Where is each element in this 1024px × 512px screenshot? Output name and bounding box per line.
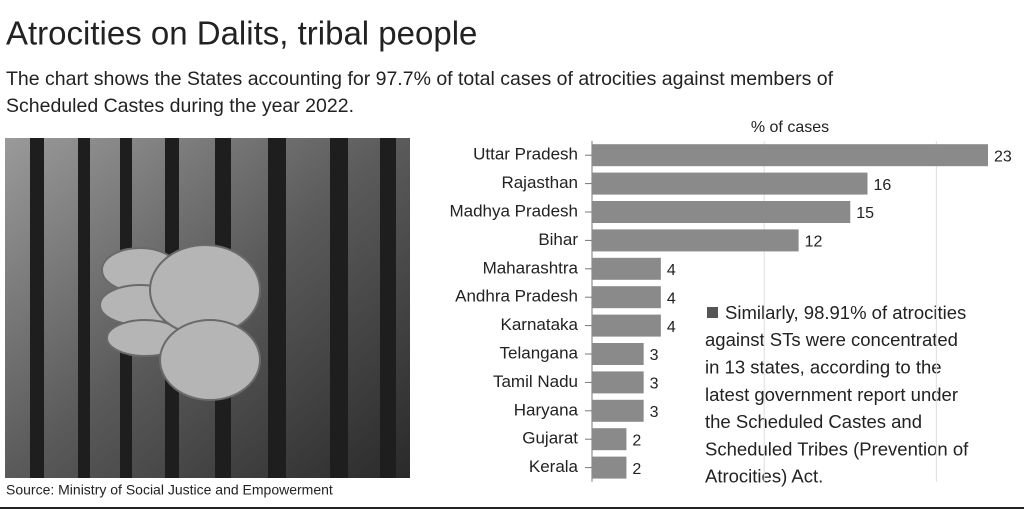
y-tick-label: Telangana bbox=[500, 343, 579, 362]
bar bbox=[592, 229, 799, 252]
y-tick-label: Karnataka bbox=[501, 315, 579, 334]
value-label: 15 bbox=[856, 205, 874, 222]
subtitle-line: Scheduled Castes during the year 2022. bbox=[6, 95, 354, 117]
bar bbox=[592, 371, 644, 394]
bar bbox=[592, 201, 851, 223]
bar bbox=[592, 343, 644, 365]
y-tick-label: Uttar Pradesh bbox=[473, 145, 578, 164]
y-tick-label: Gujarat bbox=[522, 429, 578, 448]
value-label: 12 bbox=[805, 234, 823, 251]
bar bbox=[592, 314, 661, 337]
y-tick-label: Andhra Pradesh bbox=[455, 287, 578, 306]
annotation-line: Scheduled Tribes (Prevention of bbox=[705, 438, 969, 459]
value-label: 2 bbox=[632, 432, 641, 449]
annotation-line: Similarly, 98.91% of atrocities bbox=[725, 302, 966, 323]
bar bbox=[592, 456, 627, 479]
annotation-line: the Scheduled Castes and bbox=[705, 411, 922, 432]
value-label: 4 bbox=[667, 262, 676, 279]
value-label: 3 bbox=[650, 376, 659, 393]
y-tick-label: Rajasthan bbox=[501, 173, 578, 192]
bar bbox=[592, 286, 661, 309]
photo bbox=[5, 138, 410, 478]
y-tick-label: Bihar bbox=[538, 230, 578, 249]
axis-label: % of cases bbox=[751, 119, 829, 136]
value-label: 3 bbox=[650, 347, 659, 364]
y-tick-label: Madhya Pradesh bbox=[449, 201, 578, 220]
y-tick-label: Maharashtra bbox=[483, 258, 579, 277]
annotation-line: latest government report under bbox=[705, 384, 958, 405]
source: Source: Ministry of Social Justice and E… bbox=[6, 482, 333, 498]
annotation-line: against STs were concentrated bbox=[705, 329, 958, 350]
value-label: 23 bbox=[994, 148, 1012, 165]
y-tick-label: Haryana bbox=[514, 400, 579, 419]
value-label: 4 bbox=[667, 319, 676, 336]
annotation: Similarly, 98.91% of atrocities against S… bbox=[705, 302, 969, 487]
bar bbox=[592, 428, 627, 451]
bar bbox=[592, 144, 988, 167]
bar bbox=[592, 399, 644, 422]
y-tick-label: Tamil Nadu bbox=[493, 372, 578, 391]
y-tick-label: Kerala bbox=[529, 457, 579, 476]
title: Atrocities on Dalits, tribal people bbox=[6, 15, 477, 52]
value-label: 2 bbox=[632, 461, 641, 478]
bar bbox=[592, 257, 661, 280]
value-label: 4 bbox=[667, 290, 676, 307]
annotation-line: in 13 states, according to the bbox=[705, 356, 942, 377]
subtitle-line: The chart shows the States accounting fo… bbox=[6, 68, 834, 90]
value-label: 16 bbox=[873, 177, 891, 194]
value-label: 3 bbox=[650, 404, 659, 421]
bar bbox=[592, 172, 868, 195]
bullet bbox=[707, 307, 718, 318]
